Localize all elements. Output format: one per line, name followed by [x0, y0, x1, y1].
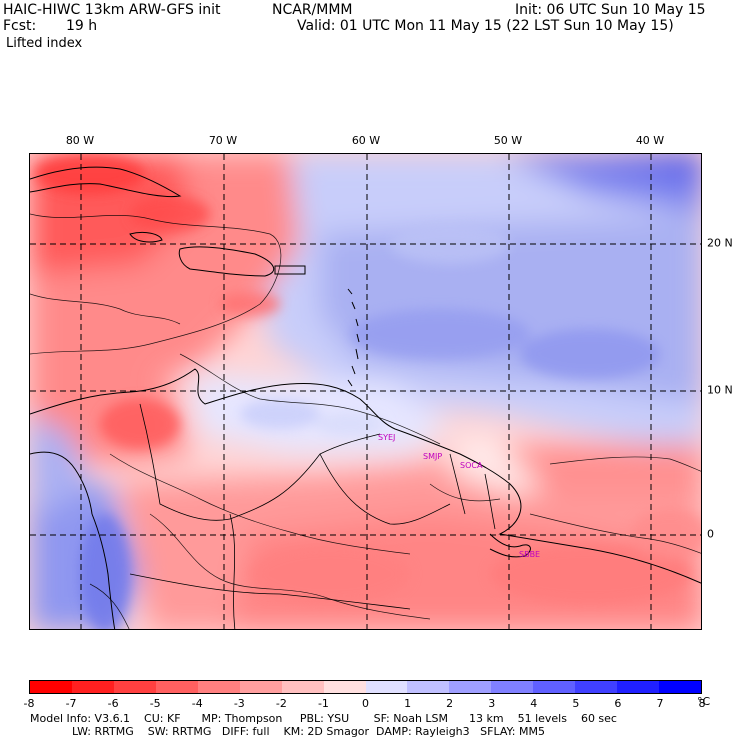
station-smjp: SMJP	[423, 452, 443, 461]
organization-label: NCAR/MMM	[272, 2, 353, 18]
colorbar-tick-label: -2	[275, 697, 287, 710]
station-soca: SOCA	[460, 461, 483, 470]
colorbar-cell	[281, 681, 324, 693]
lon-label-40w: 40 W	[635, 134, 665, 147]
colorbar-cell	[113, 681, 156, 693]
colorbar-cell	[617, 681, 660, 693]
colorbar-cell	[365, 681, 408, 693]
lifted-index-map: SYEJ SMJP SOCA SBBE	[29, 153, 702, 630]
colorbar-tick-label: -1	[317, 697, 329, 710]
station-syej: SYEJ	[378, 433, 396, 442]
lat-label-20n: 20 N	[707, 236, 733, 250]
lon-label-70w: 70 W	[208, 134, 238, 147]
coastlines	[30, 166, 701, 629]
colorbar-tick-label: -5	[149, 697, 161, 710]
field-name: Lifted index	[6, 36, 83, 51]
lon-label-50w: 50 W	[493, 134, 523, 147]
station-sbbe: SBBE	[519, 550, 541, 559]
colorbar-tick-label: 3	[488, 697, 496, 710]
colorbar-tick-label: -4	[191, 697, 203, 710]
colorbar-cell	[491, 681, 534, 693]
colorbar-cell	[71, 681, 114, 693]
model-title: HAIC-HIWC 13km ARW-GFS init	[3, 2, 221, 18]
colorbar-cell	[155, 681, 198, 693]
colorbar-tick-label: -3	[233, 697, 245, 710]
colorbar-tick-label: 7	[656, 697, 664, 710]
colorbar-tick-label: 0	[362, 697, 369, 710]
init-time: Init: 06 UTC Sun 10 May 15	[515, 2, 706, 18]
colorbar-unit: °C	[697, 695, 711, 708]
colorbar-cell	[449, 681, 492, 693]
colorbar	[29, 680, 702, 694]
colorbar-cell	[30, 681, 72, 693]
colorbar-cell	[575, 681, 618, 693]
lon-label-60w: 60 W	[351, 134, 381, 147]
colorbar-tick-label: -6	[107, 697, 119, 710]
colorbar-cell	[407, 681, 450, 693]
lon-label-80w: 80 W	[65, 134, 95, 147]
colorbar-cell	[659, 681, 701, 693]
forecast-hour: 19 h	[66, 18, 98, 34]
contours	[30, 213, 701, 629]
colorbar-tick-label: 1	[404, 697, 412, 710]
colorbar-tick-label: 5	[572, 697, 580, 710]
map-canvas	[30, 154, 701, 629]
colorbar-cell	[323, 681, 366, 693]
lat-label-10n: 10 N	[707, 383, 733, 397]
colorbar-tick-label: 2	[446, 697, 454, 710]
colorbar-tick-label: 4	[530, 697, 538, 710]
model-info-line1: Model Info: V3.6.1 CU: KF MP: Thompson P…	[30, 712, 617, 725]
graticule	[30, 154, 701, 629]
lat-label-equator: 0	[707, 527, 714, 541]
colorbar-cell	[533, 681, 576, 693]
colorbar-cell	[239, 681, 282, 693]
colorbar-tick-label: -7	[65, 697, 77, 710]
valid-time: Valid: 01 UTC Mon 11 May 15 (22 LST Sun …	[297, 18, 674, 34]
colorbar-tick-label: 6	[614, 697, 622, 710]
model-info-line2: LW: RRTMG SW: RRTMG DIFF: full KM: 2D Sm…	[30, 725, 545, 738]
colorbar-tick-label: 8	[698, 697, 706, 710]
colorbar-cell	[197, 681, 240, 693]
colorbar-tick-label: -8	[23, 697, 35, 710]
forecast-label: Fcst:	[3, 18, 37, 34]
